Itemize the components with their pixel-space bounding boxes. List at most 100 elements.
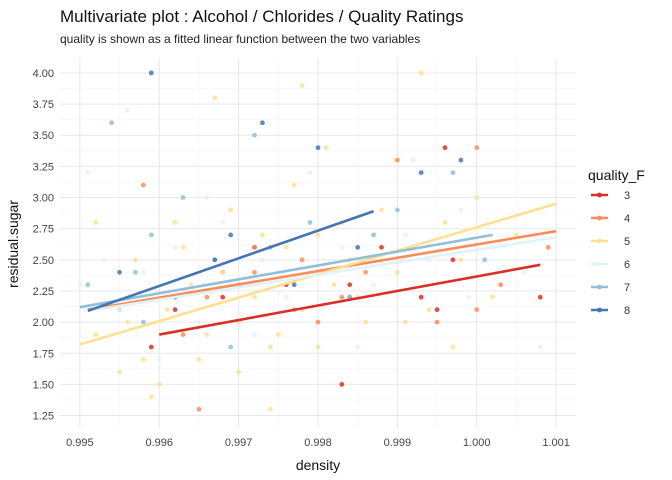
data-point-8 [418, 170, 424, 176]
x-tick-label: 0.999 [384, 437, 412, 449]
data-point-4 [545, 244, 551, 250]
data-point-4 [140, 182, 146, 188]
data-point-5 [442, 220, 448, 225]
data-points [77, 70, 551, 412]
data-point-5 [275, 332, 281, 337]
legend-label-5: 5 [624, 236, 630, 248]
data-point-8 [315, 145, 321, 151]
data-point-5 [125, 319, 130, 325]
data-point-5 [133, 257, 138, 263]
data-point-5 [156, 381, 162, 387]
data-point-5 [291, 182, 297, 188]
data-point-8 [458, 157, 464, 163]
data-point-6 [307, 170, 313, 176]
y-tick-label: 2.25 [33, 286, 54, 298]
data-point-3 [434, 307, 440, 313]
data-point-6 [125, 107, 130, 113]
data-point-6 [260, 257, 265, 263]
data-point-3 [172, 307, 178, 313]
data-point-7 [307, 220, 313, 225]
chart-subtitle: quality is shown as a fitted linear func… [60, 32, 420, 46]
data-point-4 [204, 294, 210, 300]
data-point-4 [434, 319, 440, 325]
data-point-6 [156, 357, 162, 362]
data-point-5 [172, 220, 178, 225]
data-point-6 [204, 195, 210, 200]
data-point-5 [450, 344, 456, 350]
data-point-5 [379, 207, 384, 213]
x-axis-label: density [296, 457, 340, 473]
data-point-5 [490, 294, 496, 300]
y-tick-label: 3.50 [33, 130, 54, 142]
legend-key-dot-4 [597, 215, 602, 221]
y-tick-label: 3.75 [33, 99, 54, 111]
data-point-4 [394, 157, 400, 163]
legend: quality_F 3 4 5 6 7 8 [588, 167, 645, 317]
data-point-6 [172, 244, 178, 250]
data-point-8 [212, 257, 218, 263]
data-point-8 [291, 282, 297, 288]
data-point-8 [117, 269, 122, 275]
legend-label-8: 8 [624, 305, 630, 317]
data-point-5 [418, 70, 424, 76]
data-point-6 [252, 332, 257, 337]
x-tick-label: 0.995 [66, 437, 94, 449]
data-point-6 [410, 157, 416, 163]
data-point-5 [458, 257, 464, 263]
data-point-5 [474, 195, 480, 200]
data-point-3 [220, 294, 226, 300]
data-point-7 [133, 269, 138, 275]
data-point-5 [204, 332, 210, 337]
data-point-6 [458, 207, 464, 213]
data-point-6 [371, 282, 376, 288]
y-tick-label: 1.50 [33, 379, 54, 391]
x-tick-label: 0.998 [304, 437, 332, 449]
data-point-7 [140, 319, 146, 325]
data-point-5 [331, 282, 337, 288]
data-point-5 [426, 307, 432, 313]
y-tick-label: 4.00 [33, 68, 54, 80]
data-point-7 [85, 282, 91, 288]
y-tick-label: 3.00 [33, 193, 54, 205]
legend-label-4: 4 [624, 213, 630, 225]
data-point-6 [355, 344, 361, 350]
data-point-6 [402, 232, 408, 238]
data-point-6 [85, 170, 91, 176]
data-point-5 [180, 244, 186, 250]
data-point-6 [220, 220, 226, 225]
x-tick-label: 0.996 [145, 437, 173, 449]
data-point-6 [466, 294, 472, 300]
data-point-5 [267, 406, 273, 412]
fit-line-4 [87, 229, 557, 311]
chart-title: Multivariate plot : Alcohol / Chlorides … [60, 7, 463, 26]
data-point-5 [252, 294, 257, 300]
legend-key-dot-3 [597, 192, 602, 198]
legend-key-dot-6 [597, 261, 602, 267]
data-point-5 [117, 369, 122, 375]
data-point-5 [402, 319, 408, 325]
data-point-3 [148, 344, 154, 350]
data-point-4 [315, 319, 321, 325]
y-axis-ticks: 1.25 1.50 1.75 2.00 2.25 2.50 2.75 3.00 3.25 3.50… [33, 68, 54, 423]
data-point-5 [93, 332, 99, 337]
data-point-5 [196, 357, 202, 362]
data-point-7 [252, 132, 257, 138]
data-point-3 [347, 282, 353, 288]
data-point-8 [228, 232, 234, 238]
data-point-4 [252, 269, 257, 275]
legend-label-6: 6 [624, 259, 630, 271]
data-point-4 [196, 406, 202, 412]
data-point-7 [148, 232, 154, 238]
data-point-5 [93, 220, 99, 225]
grid [60, 58, 576, 428]
data-point-8 [260, 120, 265, 126]
data-point-4 [252, 244, 257, 250]
data-point-4 [299, 257, 305, 263]
data-point-7 [180, 195, 186, 200]
data-point-3 [418, 294, 424, 300]
data-point-7 [371, 232, 376, 238]
y-axis-label: residual.sugar [5, 200, 21, 288]
data-point-7 [109, 120, 114, 126]
data-point-5 [140, 357, 146, 362]
data-point-4 [474, 307, 480, 313]
